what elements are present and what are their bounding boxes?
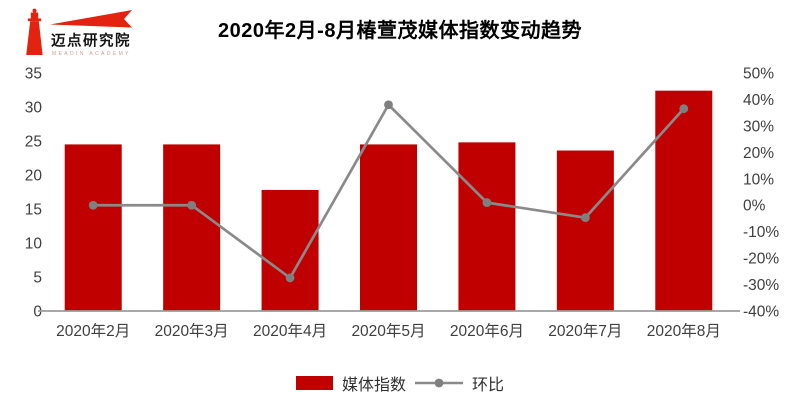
bar-2020年7月: [556, 150, 614, 311]
bar-2020年8月: [655, 90, 713, 312]
x-axis-label: 2020年6月: [450, 322, 524, 340]
right-axis-tick: 0%: [743, 198, 766, 215]
x-axis-label: 2020年4月: [253, 322, 327, 340]
x-axis-label: 2020年8月: [647, 322, 721, 340]
bar-2020年6月: [458, 142, 516, 311]
left-axis-tick: 25: [25, 134, 42, 151]
right-axis-tick: 40%: [743, 92, 774, 109]
chart-legend: 媒体指数 环比: [0, 370, 800, 396]
bar-series-label: 媒体指数: [341, 377, 406, 394]
bar-2020年3月: [163, 144, 221, 311]
bar-2020年5月: [360, 144, 417, 311]
right-axis-tick: 50%: [743, 66, 774, 83]
logo-tagline: MEADIN ACADEMY: [52, 51, 131, 57]
right-axis-tick: 10%: [743, 171, 774, 188]
left-axis-tick: 10: [25, 236, 43, 253]
left-axis-tick: 30: [25, 100, 43, 117]
line-marker-2020年4月: [285, 273, 295, 283]
flag-icon: [50, 10, 132, 28]
logo-text: 迈点研究院: [51, 32, 131, 50]
left-axis-tick: 35: [25, 66, 42, 83]
chart-title: 2020年2月-8月椿萱茂媒体指数变动趋势: [218, 20, 582, 42]
right-axis-tick: 30%: [743, 118, 774, 135]
right-axis-tick: -40%: [743, 304, 779, 321]
line-marker-2020年6月: [482, 198, 492, 207]
left-axis-tick: 15: [25, 202, 42, 219]
x-axis-label: 2020年5月: [351, 322, 425, 340]
left-axis-tick: 20: [25, 168, 43, 185]
right-axis-tick: -10%: [743, 224, 779, 241]
bar-series-swatch: [295, 376, 333, 390]
line-marker-2020年2月: [88, 200, 98, 210]
x-axis-label: 2020年2月: [56, 322, 130, 340]
lighthouse-icon: [26, 8, 43, 56]
bar-2020年2月: [64, 144, 122, 311]
left-axis-tick: 5: [33, 270, 42, 287]
meadin-logo: 迈点研究院 MEADIN ACADEMY: [26, 8, 132, 57]
line-series-label: 环比: [472, 377, 505, 394]
right-axis-tick: 20%: [743, 145, 774, 162]
bar-2020年4月: [261, 189, 319, 311]
x-axis-label: 2020年7月: [548, 322, 622, 340]
right-axis-tick: -20%: [743, 251, 779, 268]
line-series-icon: [415, 378, 463, 388]
left-axis-tick: 0: [33, 304, 42, 321]
line-marker-2020年8月: [679, 104, 689, 114]
x-axis-label: 2020年3月: [155, 322, 229, 340]
line-marker-2020年3月: [187, 200, 197, 210]
line-marker-2020年7月: [580, 213, 590, 223]
line-marker-2020年5月: [384, 100, 393, 110]
right-axis-tick: -30%: [743, 277, 779, 294]
